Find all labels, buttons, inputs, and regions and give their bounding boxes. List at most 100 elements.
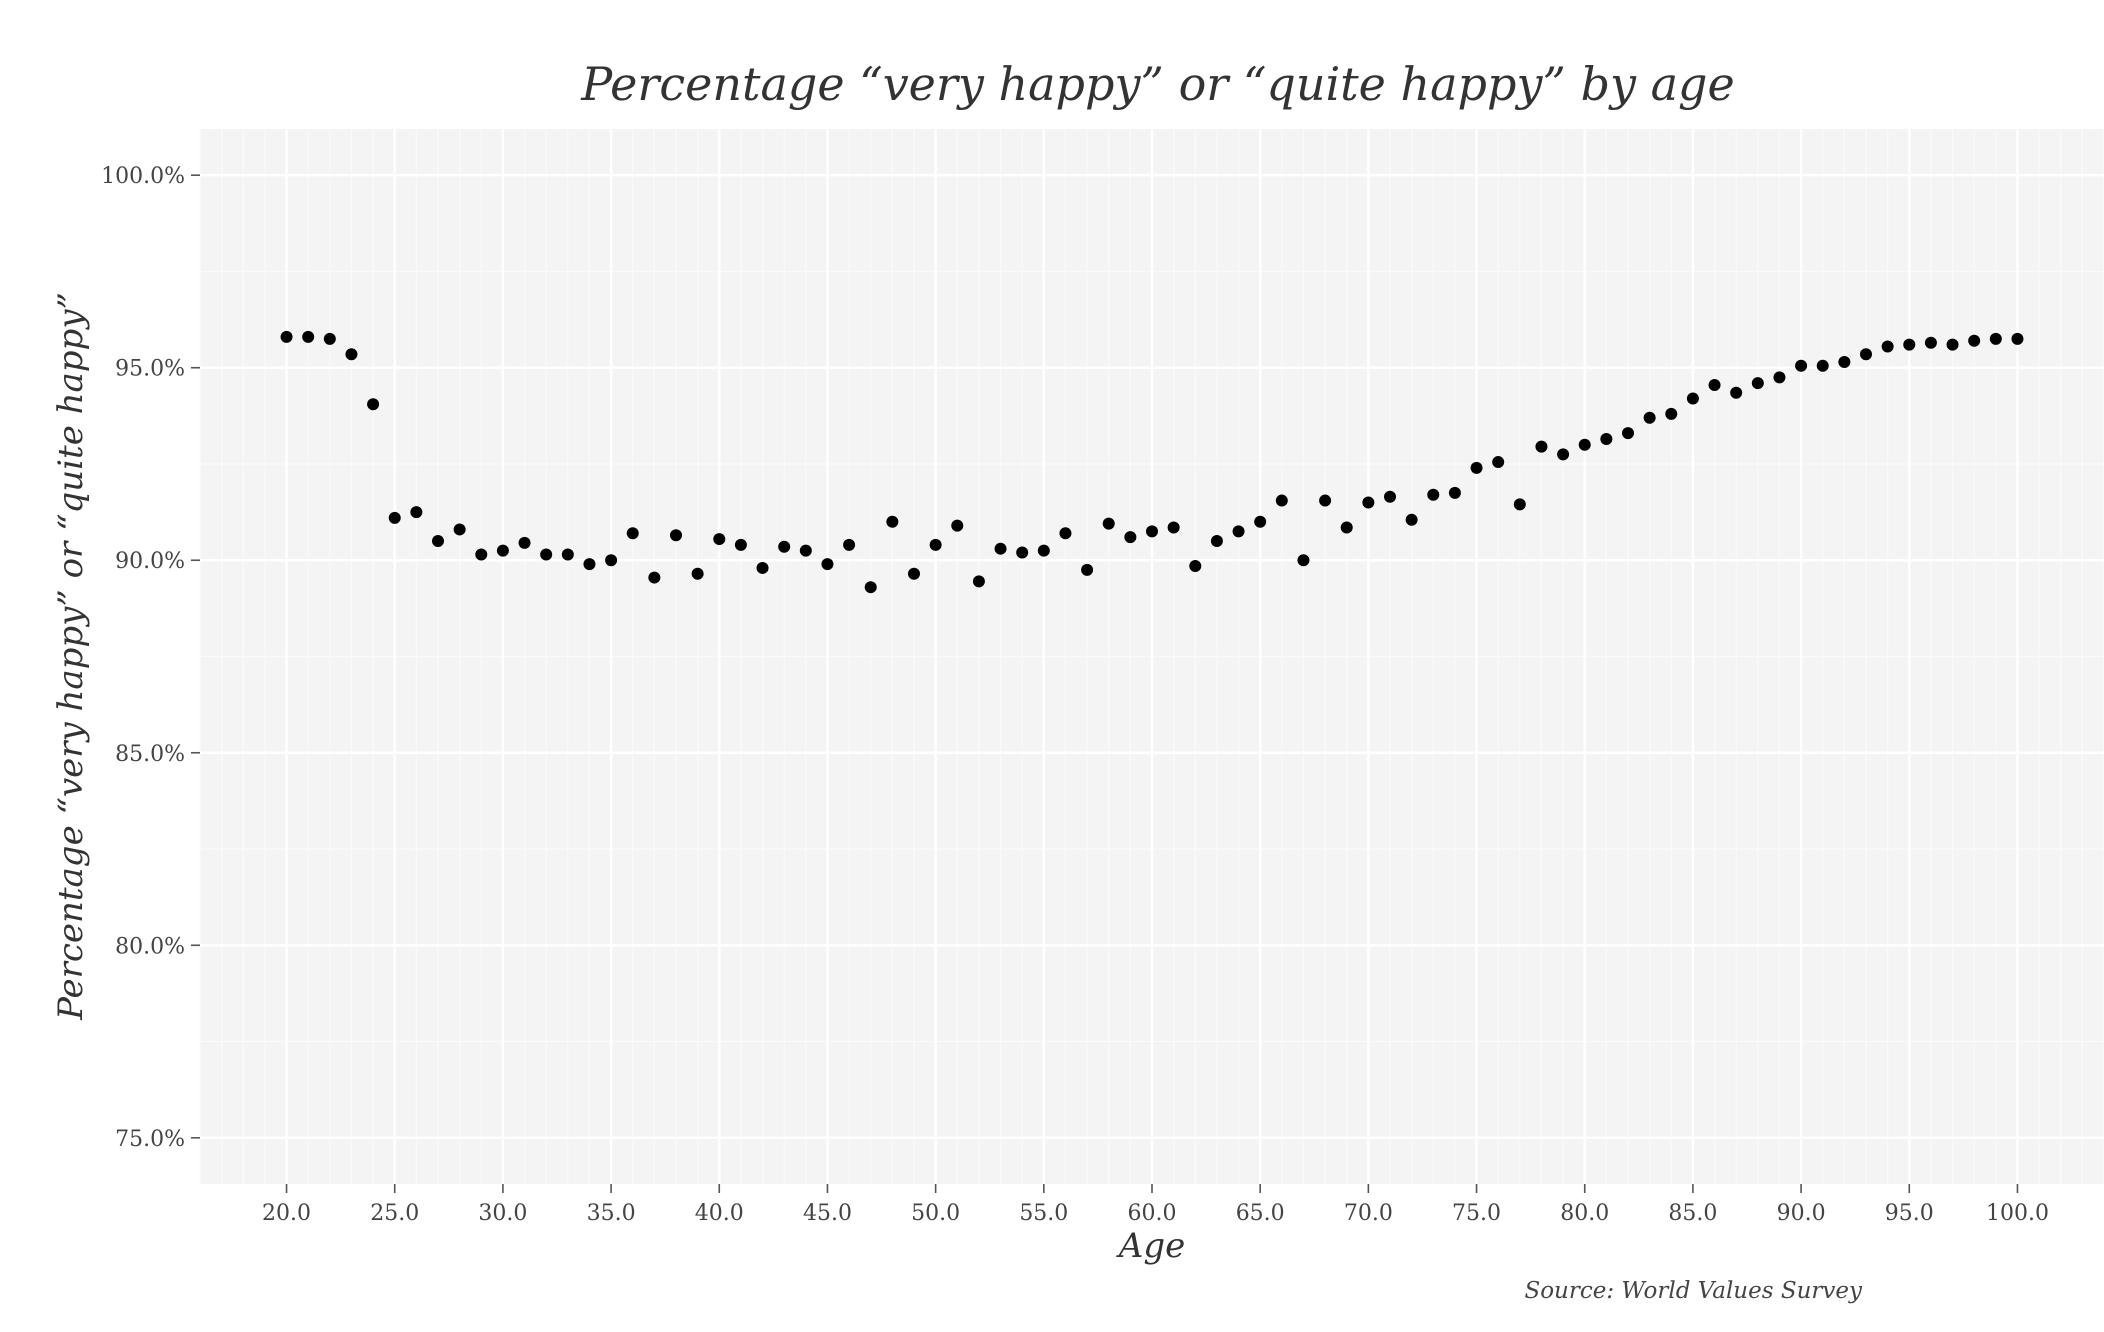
data-point bbox=[864, 581, 877, 594]
data-point bbox=[1513, 498, 1526, 511]
data-point bbox=[1405, 513, 1418, 526]
data-point bbox=[1448, 486, 1461, 499]
x-tick-label: 90.0 bbox=[1777, 1201, 1826, 1226]
data-point bbox=[1860, 348, 1872, 361]
data-point bbox=[929, 538, 942, 551]
data-point bbox=[799, 544, 812, 557]
data-point bbox=[1037, 544, 1050, 557]
x-tick-label: 65.0 bbox=[1236, 1201, 1285, 1226]
y-tick-label: 85.0% bbox=[115, 742, 185, 767]
data-point bbox=[1232, 525, 1245, 538]
data-point bbox=[886, 515, 899, 528]
data-point bbox=[561, 548, 574, 561]
axis-ticks bbox=[191, 174, 2019, 1193]
x-tick-label: 50.0 bbox=[911, 1201, 960, 1226]
data-point bbox=[670, 529, 682, 542]
data-point bbox=[648, 571, 661, 584]
data-point bbox=[345, 348, 358, 361]
y-tick-label: 80.0% bbox=[115, 934, 185, 959]
x-tick-label: 30.0 bbox=[478, 1201, 527, 1226]
data-point bbox=[1665, 407, 1678, 420]
x-axis-title: Age bbox=[1116, 1226, 1185, 1266]
x-tick-label: 80.0 bbox=[1560, 1201, 1609, 1226]
data-point bbox=[972, 575, 985, 588]
data-point bbox=[994, 542, 1007, 555]
y-axis-title: Percentage “very happy” or “quite happy” bbox=[51, 292, 91, 1021]
data-point bbox=[1470, 461, 1483, 474]
x-tick-label: 55.0 bbox=[1019, 1201, 1068, 1226]
data-point bbox=[367, 398, 380, 411]
data-point bbox=[1167, 521, 1180, 534]
data-point bbox=[713, 533, 726, 546]
data-point bbox=[1427, 488, 1440, 501]
axis-tick-labels: 20.0 25.0 30.0 35.0 40.0 45.0 50.0 55.0 60.0 65.0… bbox=[101, 164, 2049, 1226]
data-point bbox=[1903, 338, 1916, 351]
x-tick-label: 60.0 bbox=[1128, 1201, 1177, 1226]
data-point bbox=[1686, 392, 1699, 405]
data-point bbox=[1275, 494, 1288, 507]
gridlines bbox=[199, 129, 2104, 1184]
data-point bbox=[1924, 336, 1937, 349]
source-caption: Source: World Values Survey bbox=[1524, 1278, 1863, 1304]
data-point bbox=[1751, 377, 1764, 390]
x-tick-label: 35.0 bbox=[587, 1201, 636, 1226]
y-tick-label: 90.0% bbox=[115, 549, 185, 574]
x-tick-label: 85.0 bbox=[1668, 1201, 1717, 1226]
data-point bbox=[2011, 332, 2024, 345]
data-point bbox=[323, 332, 336, 345]
data-point bbox=[388, 511, 401, 524]
data-point bbox=[410, 506, 423, 519]
data-point bbox=[1189, 560, 1202, 573]
data-point bbox=[1989, 332, 2002, 345]
x-tick-label: 70.0 bbox=[1344, 1201, 1393, 1226]
data-point bbox=[496, 544, 509, 557]
data-point bbox=[778, 540, 791, 553]
x-tick-label: 25.0 bbox=[370, 1201, 419, 1226]
data-point bbox=[432, 534, 444, 547]
data-point bbox=[1384, 490, 1396, 503]
data-point bbox=[1362, 496, 1375, 509]
data-point bbox=[1210, 534, 1223, 547]
x-tick-label: 75.0 bbox=[1452, 1201, 1501, 1226]
x-tick-label: 100.0 bbox=[1986, 1201, 2049, 1226]
data-point bbox=[583, 558, 596, 571]
data-point bbox=[1340, 521, 1353, 534]
y-tick-label: 100.0% bbox=[101, 164, 185, 189]
data-point bbox=[734, 538, 747, 551]
data-point bbox=[1600, 432, 1613, 445]
data-point bbox=[518, 536, 531, 549]
data-point bbox=[453, 523, 466, 536]
data-point bbox=[1795, 359, 1808, 372]
data-point bbox=[626, 527, 639, 540]
data-point bbox=[1838, 355, 1851, 368]
data-point bbox=[756, 561, 769, 574]
data-points bbox=[280, 330, 2024, 594]
data-point bbox=[843, 538, 856, 551]
data-point bbox=[1319, 494, 1332, 507]
data-point bbox=[691, 567, 704, 580]
data-point bbox=[1146, 525, 1158, 538]
data-point bbox=[1968, 334, 1981, 347]
data-point bbox=[1102, 517, 1115, 530]
data-point bbox=[1254, 515, 1267, 528]
data-point bbox=[1773, 371, 1786, 384]
data-point bbox=[1016, 546, 1029, 559]
y-tick-label: 75.0% bbox=[115, 1127, 185, 1152]
data-point bbox=[475, 548, 488, 561]
data-point bbox=[1124, 531, 1137, 544]
data-point bbox=[1297, 554, 1310, 567]
data-point bbox=[1881, 340, 1894, 353]
x-tick-label: 45.0 bbox=[803, 1201, 852, 1226]
data-point bbox=[1492, 456, 1505, 469]
data-point bbox=[1081, 563, 1094, 576]
x-tick-label: 40.0 bbox=[695, 1201, 744, 1226]
data-point bbox=[821, 558, 834, 571]
data-point bbox=[908, 567, 920, 580]
y-tick-label: 95.0% bbox=[115, 357, 185, 382]
data-point bbox=[1708, 379, 1721, 392]
data-point bbox=[540, 548, 553, 561]
data-point bbox=[1643, 411, 1656, 424]
data-point bbox=[1059, 527, 1072, 540]
data-point bbox=[1622, 427, 1634, 440]
